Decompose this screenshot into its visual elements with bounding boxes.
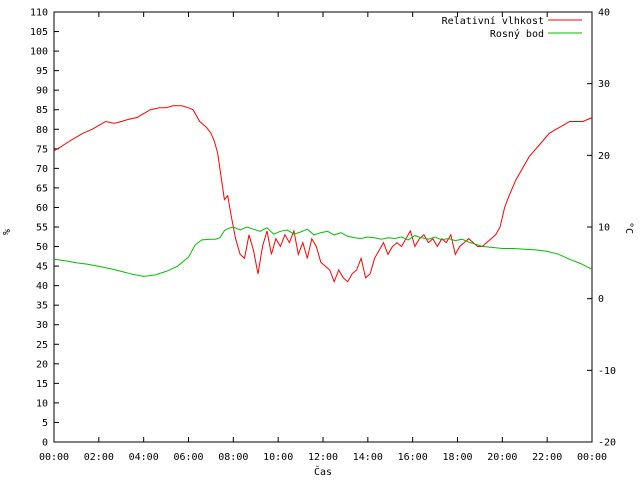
y-right-tick-label: -20: [598, 438, 616, 449]
y-left-tick-label: 80: [36, 125, 48, 136]
y-left-tick-label: 70: [36, 164, 48, 175]
y-right-axis-label: °C: [623, 222, 634, 234]
y-left-tick-label: 30: [36, 320, 48, 331]
y-left-tick-label: 45: [36, 262, 48, 273]
x-tick-label: 04:00: [129, 452, 159, 463]
y-left-tick-label: 60: [36, 203, 48, 214]
x-tick-label: 14:00: [353, 452, 383, 463]
x-tick-label: 22:00: [532, 452, 562, 463]
x-tick-label: 08:00: [218, 452, 248, 463]
y-left-tick-label: 75: [36, 144, 48, 155]
y-left-tick-label: 65: [36, 183, 48, 194]
y-left-tick-label: 10: [36, 398, 48, 409]
y-right-tick-label: 0: [598, 294, 604, 305]
y-left-tick-label: 100: [30, 47, 48, 58]
y-left-tick-label: 95: [36, 66, 48, 77]
x-tick-label: 16:00: [398, 452, 428, 463]
x-tick-label: 00:00: [39, 452, 69, 463]
x-tick-label: 12:00: [308, 452, 338, 463]
series-layer: [53, 105, 593, 284]
x-tick-label: 06:00: [173, 452, 203, 463]
y-left-tick-label: 25: [36, 340, 48, 351]
y-left-tick-label: 90: [36, 86, 48, 97]
series-line-humidity: [53, 105, 593, 284]
y-right-tick-label: 20: [598, 151, 610, 162]
y-left-ticks: 0 5 10 15 20 25 30 35 40 45 50 55 60 65 70 75 80 85 90 95 10…: [30, 8, 59, 449]
y-left-tick-label: 105: [30, 27, 48, 38]
y-left-tick-label: 85: [36, 105, 48, 116]
y-right-tick-label: 40: [598, 8, 610, 19]
y-left-tick-label: 40: [36, 281, 48, 292]
x-tick-label: 02:00: [84, 452, 114, 463]
x-axis-label: Čas: [314, 465, 332, 478]
y-left-tick-label: 15: [36, 379, 48, 390]
y-left-tick-label: 35: [36, 301, 48, 312]
y-right-tick-label: 10: [598, 223, 610, 234]
legend-label-humidity: Relativní vlhkost: [442, 15, 544, 27]
y-left-tick-label: 50: [36, 242, 48, 253]
y-left-axis-label: %: [2, 229, 13, 235]
x-tick-label: 18:00: [442, 452, 472, 463]
y-right-tick-label: 30: [598, 79, 610, 90]
series-line-dewpoint: [53, 226, 593, 277]
x-ticks: 00:00 02:00 04:00 06:00 08:00 10:00 12:00 14:00…: [39, 12, 607, 463]
y-left-tick-label: 0: [42, 438, 48, 449]
y-left-tick-label: 110: [30, 8, 48, 19]
y-left-tick-label: 20: [36, 359, 48, 370]
x-tick-label: 00:00: [577, 452, 607, 463]
x-tick-label: 10:00: [263, 452, 293, 463]
y-right-ticks: -20 -10 0 10 20 30 40: [587, 8, 616, 449]
y-right-tick-label: -10: [598, 366, 616, 377]
legend: Relativní vlhkost Rosný bod: [442, 15, 582, 40]
y-left-tick-label: 55: [36, 223, 48, 234]
plot-frame: [53, 11, 593, 443]
x-tick-label: 20:00: [487, 452, 517, 463]
legend-label-dewpoint: Rosný bod: [490, 28, 544, 40]
y-left-tick-label: 5: [42, 418, 48, 429]
